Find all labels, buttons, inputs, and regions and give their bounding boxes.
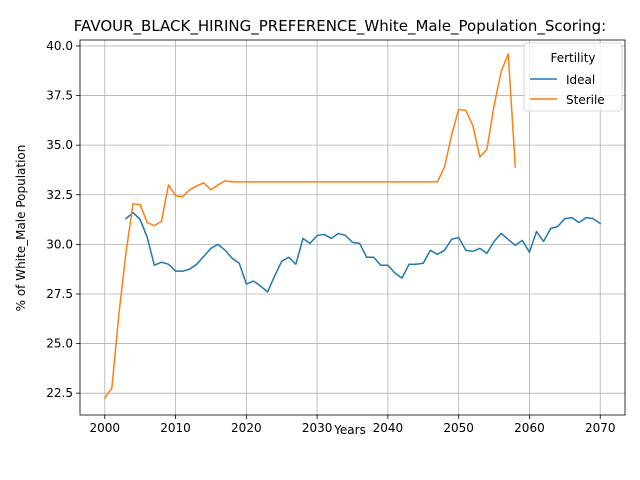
y-tick-label: 40.0 [46, 39, 73, 53]
y-axis-label: % of White_Male Population [14, 145, 28, 312]
y-tick-label: 35.0 [46, 138, 73, 152]
legend-label-sterile: Sterile [566, 93, 605, 107]
x-tick-label: 2020 [231, 421, 262, 435]
x-tick-label: 2040 [373, 421, 404, 435]
y-tick-label: 32.5 [46, 188, 73, 202]
legend-title: Fertility [550, 51, 595, 65]
x-tick-label: 2010 [160, 421, 191, 435]
legend: Fertility Ideal Sterile [523, 42, 623, 112]
x-tick-label: 2000 [89, 421, 120, 435]
y-tick-label: 30.0 [46, 237, 73, 251]
plot-frame [79, 39, 626, 416]
y-tick-label: 37.5 [46, 89, 73, 103]
y-axis-ticks: 22.5 25.0 27.5 30.0 32.5 35.0 37.5 40.0 [46, 39, 80, 400]
x-tick-label: 2030 [302, 421, 333, 435]
x-axis-ticks: 2000 2010 2020 2030 2040 2050 2060 2070 [89, 415, 616, 435]
legend-label-ideal: Ideal [566, 73, 595, 87]
x-axis-label: Years [333, 423, 366, 437]
x-tick-label: 2060 [514, 421, 545, 435]
y-tick-label: 25.0 [46, 337, 73, 351]
series-line-sterile [103, 53, 517, 400]
x-tick-label: 2050 [443, 421, 474, 435]
x-tick-label: 2070 [585, 421, 616, 435]
legend-box [523, 42, 623, 112]
y-tick-label: 27.5 [46, 287, 73, 301]
series-lines [103, 53, 602, 400]
y-tick-label: 22.5 [46, 386, 73, 400]
chart-title: FAVOUR_BLACK_HIRING_PREFERENCE_White_Mal… [74, 17, 606, 36]
series-line-ideal [124, 211, 602, 293]
